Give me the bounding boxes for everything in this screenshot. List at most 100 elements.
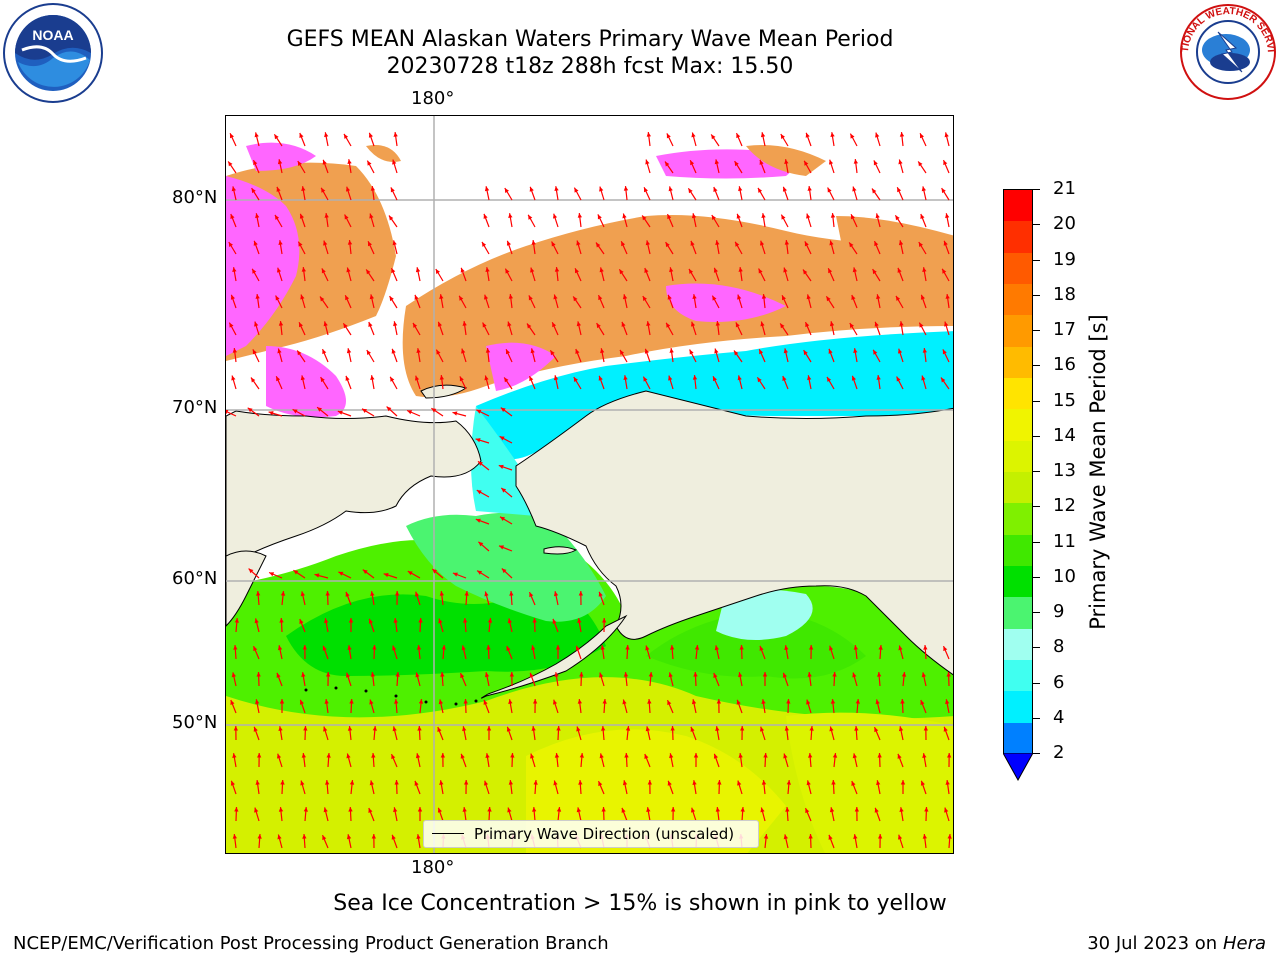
wave-arrow-head bbox=[577, 618, 582, 623]
wave-arrow-head bbox=[644, 187, 648, 193]
wave-arrow-head bbox=[462, 726, 467, 732]
wave-arrow-head bbox=[368, 618, 373, 624]
wave-arrow-head bbox=[367, 160, 372, 166]
wave-arrow-head bbox=[251, 377, 256, 383]
wave-arrow-head bbox=[389, 296, 394, 302]
wave-arrow-head bbox=[621, 321, 626, 327]
wave-arrow-head bbox=[759, 349, 764, 355]
wave-arrow-head bbox=[922, 834, 927, 839]
wave-arrow-head bbox=[372, 726, 377, 731]
wave-arrow-head bbox=[943, 646, 948, 652]
wave-arrow-head bbox=[808, 753, 813, 758]
wave-arrow-head bbox=[898, 348, 903, 354]
wave-arrow-head bbox=[324, 213, 329, 218]
wave-arrow-head bbox=[349, 780, 355, 785]
wave-arrow-head bbox=[347, 159, 352, 164]
wave-arrow-head bbox=[575, 645, 580, 651]
wave-arrow-head bbox=[257, 753, 262, 758]
land-siberia bbox=[226, 410, 482, 577]
land-alaska-peninsula bbox=[481, 614, 628, 699]
wave-arrow-head bbox=[760, 726, 765, 732]
wave-arrow-head bbox=[760, 240, 765, 246]
legend-line-swatch bbox=[432, 833, 464, 834]
wave-arrow-head bbox=[667, 700, 672, 706]
wave-arrow-head bbox=[346, 672, 351, 678]
wave-arrow-head bbox=[757, 377, 762, 383]
wave-arrow-head bbox=[670, 645, 675, 650]
wave-arrow-head bbox=[369, 294, 374, 300]
wave-arrow-head bbox=[646, 807, 651, 812]
wave-arrow-head bbox=[499, 436, 505, 441]
colorbar-tick-label: 10 bbox=[1053, 565, 1076, 587]
wave-arrow-head bbox=[300, 591, 305, 597]
wave-arrow-head bbox=[390, 376, 395, 382]
wave-arrow-head bbox=[414, 294, 419, 300]
wave-arrow-head bbox=[688, 188, 693, 194]
wave-arrow-head bbox=[780, 323, 785, 329]
wave-arrow-head bbox=[711, 134, 716, 140]
wave-arrow-head bbox=[578, 591, 583, 596]
wave-arrow-head bbox=[256, 672, 261, 677]
wave-arrow-head bbox=[806, 699, 811, 705]
colorbar-tick bbox=[1033, 330, 1040, 331]
wave-arrow-head bbox=[624, 753, 629, 758]
wave-arrow-head bbox=[945, 294, 950, 299]
wave-arrow-head bbox=[252, 268, 257, 274]
wave-arrow-head bbox=[555, 645, 561, 650]
wave-arrow-head bbox=[277, 159, 283, 165]
wave-arrow-head bbox=[322, 835, 327, 841]
wave-arrow-head bbox=[646, 321, 651, 326]
wave-arrow-head bbox=[667, 780, 672, 786]
wave-arrow-head bbox=[690, 160, 695, 166]
wave-arrow-head bbox=[642, 215, 647, 221]
wave-arrow-head bbox=[395, 672, 400, 677]
wave-arrow-head bbox=[851, 781, 856, 786]
wave-arrow-head bbox=[807, 375, 812, 381]
wave-arrow-head bbox=[552, 618, 557, 624]
wave-arrow-head bbox=[415, 753, 421, 759]
wave-arrow-head bbox=[669, 753, 674, 759]
wave-arrow-head bbox=[532, 618, 537, 623]
colorbar-segment bbox=[1004, 472, 1032, 505]
wave-arrow-head bbox=[371, 753, 376, 758]
wave-arrow-head bbox=[878, 834, 883, 839]
wave-arrow-head bbox=[253, 240, 258, 246]
wave-arrow-head bbox=[252, 349, 257, 355]
wave-arrow-head bbox=[554, 267, 560, 272]
wave-arrow-head bbox=[298, 241, 303, 247]
wave-arrow-head bbox=[619, 269, 624, 275]
wave-arrow-head bbox=[383, 573, 389, 578]
wave-arrow-head bbox=[574, 187, 579, 193]
colorbar-tick-label: 8 bbox=[1053, 636, 1065, 658]
wave-arrow-head bbox=[416, 348, 421, 353]
wave-arrow-head bbox=[852, 267, 857, 273]
map-panel: Primary Wave Direction (unscaled) bbox=[225, 115, 954, 854]
wave-arrow-head bbox=[625, 645, 630, 650]
wave-arrow-head bbox=[346, 348, 352, 354]
wave-arrow-head bbox=[299, 699, 304, 705]
wave-arrow-head bbox=[922, 267, 927, 272]
colorbar-extend-triangle bbox=[1002, 752, 1034, 785]
wave-arrow-head bbox=[484, 294, 489, 300]
wave-arrow-head bbox=[826, 296, 831, 302]
aleutian-islands bbox=[304, 686, 478, 706]
wave-arrow-head bbox=[276, 672, 281, 678]
wave-arrow-head bbox=[622, 294, 628, 300]
wave-arrow-head bbox=[432, 569, 438, 574]
wave-arrow-head bbox=[668, 375, 673, 381]
colorbar bbox=[1003, 189, 1033, 755]
wave-arrow-head bbox=[251, 188, 256, 194]
wave-arrow-head bbox=[551, 241, 556, 247]
wave-arrow-head bbox=[598, 295, 603, 301]
wave-arrow-head bbox=[599, 267, 604, 273]
wave-arrow-head bbox=[577, 699, 582, 704]
wave-arrow-head bbox=[349, 699, 354, 704]
wave-arrow-head bbox=[476, 409, 482, 414]
wave-arrow-head bbox=[941, 188, 946, 194]
wave-arrow-head bbox=[437, 321, 442, 327]
wave-arrow-head bbox=[734, 350, 739, 356]
wave-arrow-head bbox=[323, 321, 328, 327]
wave-arrow-head bbox=[691, 321, 696, 327]
wave-arrow-head bbox=[736, 213, 741, 219]
wave-arrow-head bbox=[372, 645, 377, 650]
